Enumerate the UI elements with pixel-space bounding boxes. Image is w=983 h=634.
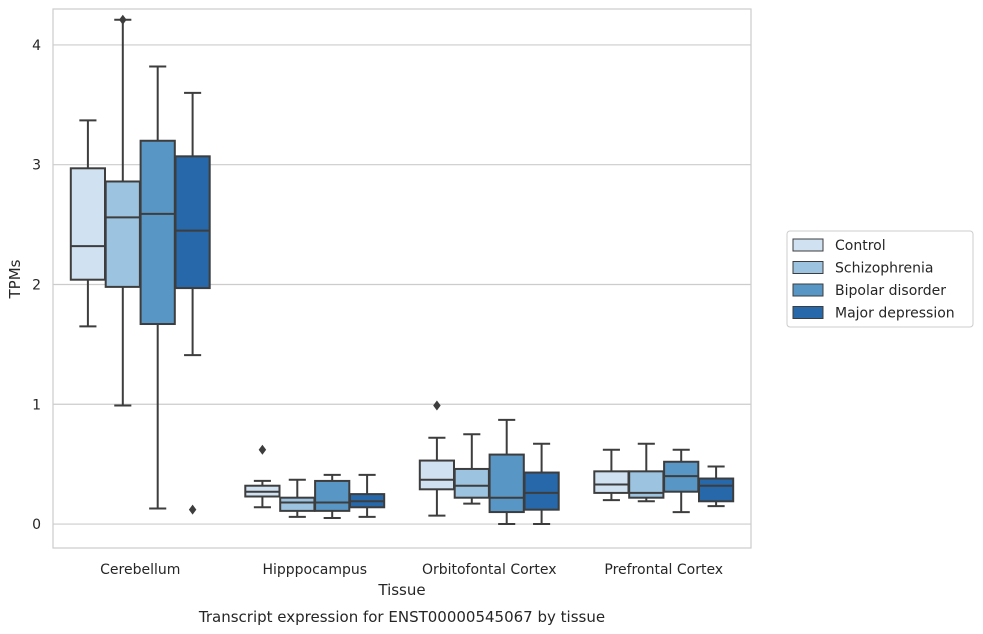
box-rect xyxy=(174,155,211,290)
x-tick-labels: Cerebellum Hipppocampus Orbitofontal Corte… xyxy=(100,562,723,578)
box-rect xyxy=(453,467,490,499)
box-3-0 xyxy=(593,448,630,502)
legend-frame xyxy=(786,230,974,328)
box-rect xyxy=(139,139,176,326)
box-rect xyxy=(697,477,735,503)
y-tick-label-3: 3 xyxy=(32,158,41,174)
box-3-3 xyxy=(697,465,735,508)
legend-item-2: Bipolar disorder xyxy=(792,283,946,299)
legend-items: Control Schizophrenia Bipolar disorder Majo… xyxy=(792,238,955,322)
box-1-3 xyxy=(348,473,386,518)
box-2-2 xyxy=(488,418,525,526)
box-rect xyxy=(418,459,456,491)
box-0-1 xyxy=(104,14,141,407)
legend-item-0: Control xyxy=(792,238,886,254)
box-rect xyxy=(69,167,107,281)
box-2-3 xyxy=(523,442,560,526)
y-axis-label: TPMs xyxy=(6,259,24,299)
legend-label: Schizophrenia xyxy=(835,261,933,277)
y-tick-labels: 0 1 2 3 4 xyxy=(32,38,41,533)
box-3-1 xyxy=(628,442,665,503)
legend-item-1: Schizophrenia xyxy=(792,261,933,277)
x-tick-label-2: Orbitofontal Cortex xyxy=(422,562,557,578)
box-rect xyxy=(279,496,316,512)
legend-swatch xyxy=(792,261,824,274)
chart-caption: Transcript expression for ENST0000054506… xyxy=(198,608,605,626)
y-tick-label-0: 0 xyxy=(32,517,41,533)
legend-label: Bipolar disorder xyxy=(835,283,946,299)
outlier-0 xyxy=(188,504,197,515)
legend-label: Major depression xyxy=(835,306,955,322)
outlier-0 xyxy=(119,14,127,25)
box-rect xyxy=(104,180,141,288)
box-3-2 xyxy=(663,448,700,514)
box-1-2 xyxy=(314,473,351,520)
legend-swatch xyxy=(792,238,824,252)
outlier-0 xyxy=(258,444,267,455)
y-tick-label-4: 4 xyxy=(32,38,41,54)
legend-swatch xyxy=(792,306,824,319)
y-tick-label-2: 2 xyxy=(32,277,41,293)
legend-item-3: Major depression xyxy=(792,306,955,322)
x-tick-label-0: Cerebellum xyxy=(100,562,180,578)
boxes xyxy=(69,14,735,526)
box-0-0 xyxy=(69,119,107,328)
box-1-0 xyxy=(244,444,281,509)
box-rect xyxy=(523,471,560,511)
x-tick-label-1: Hipppocampus xyxy=(262,562,367,578)
x-axis-label: Tissue xyxy=(377,581,425,599)
box-rect xyxy=(314,479,351,512)
legend: Control Schizophrenia Bipolar disorder Majo… xyxy=(786,230,974,328)
box-0-3 xyxy=(174,91,211,515)
box-2-0 xyxy=(418,400,456,517)
box-rect xyxy=(593,470,630,494)
box-rect xyxy=(488,453,525,514)
box-0-2 xyxy=(139,65,176,510)
y-tick-label-1: 1 xyxy=(32,397,41,413)
x-tick-label-3: Prefrontal Cortex xyxy=(604,562,723,578)
legend-swatch xyxy=(792,283,824,297)
outlier-0 xyxy=(433,400,441,411)
legend-label: Control xyxy=(835,238,886,254)
